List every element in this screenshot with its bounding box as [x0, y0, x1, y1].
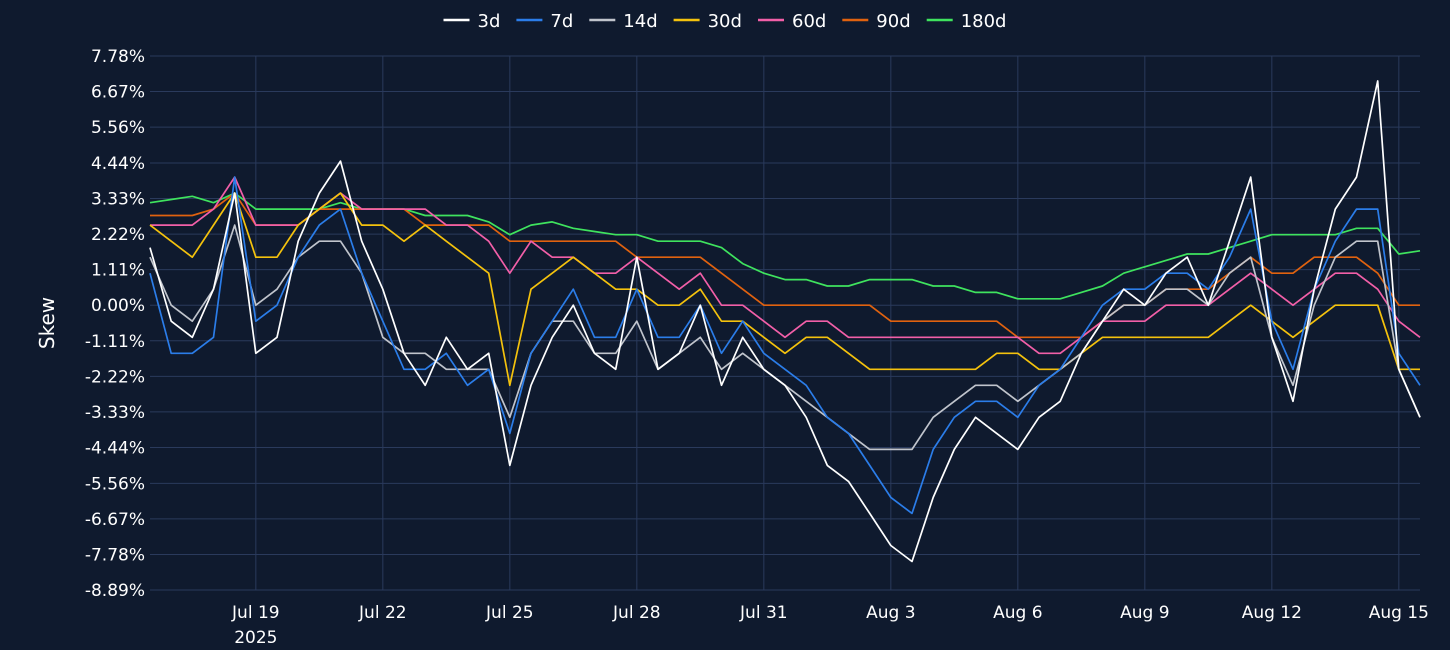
series-line-30d: [149, 192, 1420, 387]
x-tick-label: Aug 9: [1120, 603, 1169, 623]
y-tick-label: -2.22%: [85, 367, 145, 387]
y-tick-label: 1.11%: [91, 261, 145, 281]
chart-legend[interactable]: 3d 7d 14d 30d 60d 90d 180d: [443, 11, 1007, 32]
x-tick-label: Jul 31: [739, 603, 788, 623]
y-tick-label: 7.78%: [91, 47, 145, 67]
y-tick-label: 4.44%: [91, 154, 145, 174]
y-axis: 7.78% 6.67% 5.56% 4.44% 3.33% 2.22% 1.11% 0.00%…: [85, 47, 145, 601]
y-tick-label: 2.22%: [91, 225, 145, 245]
legend-item-30d[interactable]: 30d: [673, 11, 742, 32]
series-line-3d: [149, 80, 1421, 563]
y-tick-label: -3.33%: [85, 403, 145, 423]
x-tick-label: Jul 28: [612, 603, 661, 623]
legend-item-90d[interactable]: 90d: [842, 11, 911, 32]
x-tick-label: Aug 15: [1369, 603, 1429, 623]
x-axis: Jul 19 2025 Jul 22 Jul 25 Jul 28 Jul 31 Aug 3 A…: [231, 603, 1429, 648]
chart-series: [149, 80, 1421, 563]
legend-label: 90d: [876, 11, 910, 32]
x-tick-label: Jul 25: [485, 603, 534, 623]
x-tick-label: Jul 22: [358, 603, 407, 623]
legend-label: 14d: [623, 11, 657, 32]
y-tick-label: -6.67%: [85, 510, 145, 530]
legend-item-3d[interactable]: 3d: [443, 11, 501, 32]
legend-label: 180d: [961, 11, 1007, 32]
x-tick-label: Aug 6: [993, 603, 1042, 623]
y-tick-label: -1.11%: [85, 332, 145, 352]
y-tick-label: -4.44%: [85, 438, 145, 458]
y-tick-label: 0.00%: [91, 296, 145, 316]
x-tick-year-label: 2025: [234, 628, 277, 648]
y-tick-label: 3.33%: [91, 190, 145, 210]
y-tick-label: -5.56%: [85, 474, 145, 494]
legend-item-7d[interactable]: 7d: [516, 11, 573, 32]
y-tick-label: -8.89%: [85, 581, 145, 601]
legend-label: 3d: [478, 11, 501, 32]
x-tick-label: Aug 3: [866, 603, 915, 623]
legend-item-60d[interactable]: 60d: [758, 11, 826, 32]
legend-item-180d[interactable]: 180d: [926, 11, 1007, 32]
y-axis-title: Skew: [35, 297, 59, 349]
legend-label: 60d: [792, 11, 826, 32]
series-line-90d: [150, 192, 1420, 339]
legend-label: 30d: [708, 11, 742, 32]
series-line-7d: [149, 176, 1421, 515]
x-tick-label: Jul 19: [231, 603, 280, 623]
chart-grid: [150, 55, 1420, 591]
y-tick-label: 6.67%: [91, 83, 145, 103]
y-tick-label: -7.78%: [85, 545, 145, 565]
y-tick-label: 5.56%: [91, 118, 145, 138]
legend-label: 7d: [550, 11, 573, 32]
x-tick-label: Aug 12: [1242, 603, 1302, 623]
legend-item-14d[interactable]: 14d: [589, 11, 658, 32]
